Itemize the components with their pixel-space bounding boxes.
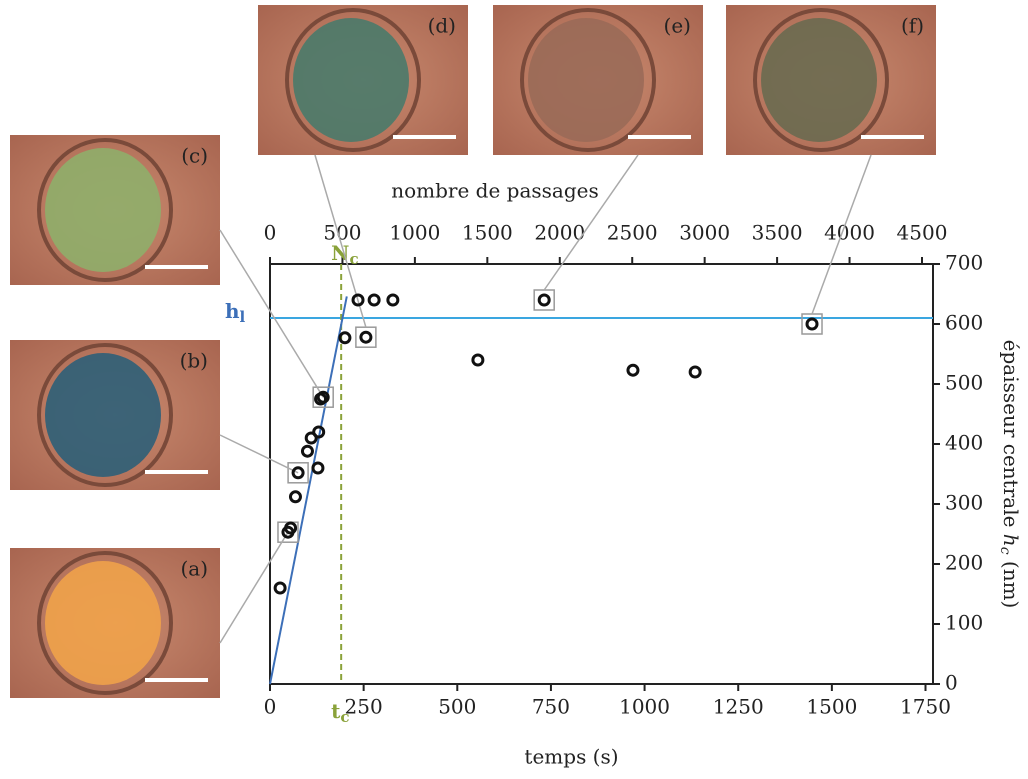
x-tick-label: 500 xyxy=(438,695,476,719)
highlight-box xyxy=(312,386,334,408)
data-point xyxy=(471,353,485,367)
leader-line xyxy=(219,229,324,398)
inset: (b) xyxy=(10,340,220,490)
inset-ring xyxy=(37,138,173,282)
hl-label: hl xyxy=(225,299,246,327)
x-tick-label: 250 xyxy=(345,695,383,719)
data-point xyxy=(805,317,819,331)
data-point xyxy=(386,293,400,307)
inset-label: (f) xyxy=(901,14,924,38)
leader-line xyxy=(314,154,367,328)
y-tick-label: 100 xyxy=(945,611,983,635)
x2-tick-label: 4000 xyxy=(824,221,875,245)
data-point xyxy=(351,293,365,307)
inset-label: (e) xyxy=(664,14,691,38)
x-tick-label: 1750 xyxy=(900,695,951,719)
leader-line xyxy=(811,154,872,315)
inset: (e) xyxy=(493,5,703,155)
y-axis-label-part: c xyxy=(997,547,1013,555)
tc-label-sub: c xyxy=(349,250,358,268)
leader-line xyxy=(219,531,289,644)
data-point xyxy=(537,293,551,307)
inset-drop xyxy=(45,148,161,272)
y-tick-label: 300 xyxy=(945,491,983,515)
x2-tick-label: 3500 xyxy=(752,221,803,245)
y-tick-label: 400 xyxy=(945,431,983,455)
inset: (d) xyxy=(258,5,468,155)
x-tick-label: 0 xyxy=(264,695,277,719)
x-tick-label: 1500 xyxy=(806,695,857,719)
x2-tick-label: 1500 xyxy=(462,221,513,245)
x-axis-label: temps (s) xyxy=(524,745,618,769)
data-point xyxy=(312,425,326,439)
y-tick-label: 0 xyxy=(945,671,958,695)
inset: (c) xyxy=(10,135,220,285)
x-tick-label: 750 xyxy=(532,695,570,719)
x2-tick-label: 1000 xyxy=(389,221,440,245)
inset-label: (a) xyxy=(180,557,208,581)
inset-ring xyxy=(37,551,173,695)
data-point xyxy=(688,365,702,379)
y-axis-label-part: h xyxy=(1000,534,1024,547)
inset-drop xyxy=(293,18,409,142)
highlight-box xyxy=(355,326,377,348)
y-tick-label: 600 xyxy=(945,311,983,335)
hl-label-main: h xyxy=(225,299,240,323)
inset-label: (c) xyxy=(181,144,208,168)
x2-axis-label: nombre de passages xyxy=(391,179,599,203)
data-point xyxy=(288,490,302,504)
x2-tick-label: 2000 xyxy=(534,221,585,245)
x2-tick-label: 0 xyxy=(264,221,277,245)
x2-tick-label: 4500 xyxy=(897,221,948,245)
inset-drop xyxy=(45,353,161,477)
hl-label-sub: l xyxy=(240,308,246,326)
data-point xyxy=(338,331,352,345)
tc-label-main: t xyxy=(331,699,341,723)
data-point xyxy=(311,461,325,475)
y-tick-label: 500 xyxy=(945,371,983,395)
x2-tick-label: 2500 xyxy=(607,221,658,245)
data-point xyxy=(359,330,373,344)
inset-drop xyxy=(761,18,877,142)
data-point xyxy=(284,521,298,535)
data-point xyxy=(300,444,314,458)
data-point xyxy=(291,466,305,480)
y-tick-label: 200 xyxy=(945,551,983,575)
data-point xyxy=(367,293,381,307)
x2-tick-label: 500 xyxy=(323,221,361,245)
plot-frame xyxy=(269,263,934,685)
inset-drop xyxy=(45,561,161,685)
y-axis-label: épaisseur centrale hc (nm) xyxy=(997,340,1024,609)
inset: (f) xyxy=(726,5,936,155)
fit-line xyxy=(269,296,348,685)
tc-label: tc xyxy=(331,699,349,727)
inset-label: (d) xyxy=(428,14,456,38)
y-axis-label-part: (nm) xyxy=(1000,555,1024,609)
tc-label-sub: c xyxy=(340,708,349,726)
inset-ring xyxy=(37,343,173,487)
y-axis-label-part: épaisseur centrale xyxy=(1000,340,1024,534)
data-point xyxy=(273,581,287,595)
highlight-box xyxy=(287,462,309,484)
x-tick-label: 1000 xyxy=(619,695,670,719)
data-point xyxy=(316,390,330,404)
data-point xyxy=(626,363,640,377)
inset-ring xyxy=(285,8,421,152)
leader-line xyxy=(219,434,299,474)
leader-line xyxy=(543,154,639,291)
inset-label: (b) xyxy=(180,349,208,373)
x2-tick-label: 3000 xyxy=(679,221,730,245)
inset-ring xyxy=(753,8,889,152)
inset: (a) xyxy=(10,548,220,698)
y-tick-label: 700 xyxy=(945,251,983,275)
inset-ring xyxy=(520,8,656,152)
highlight-box xyxy=(533,289,555,311)
inset-drop xyxy=(528,18,644,142)
x-tick-label: 1250 xyxy=(713,695,764,719)
